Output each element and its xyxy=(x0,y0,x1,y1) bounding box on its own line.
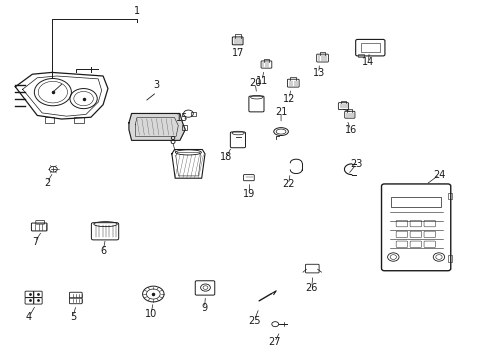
Text: 3: 3 xyxy=(153,80,160,90)
Bar xyxy=(44,117,54,123)
Text: 24: 24 xyxy=(432,170,445,180)
Text: 26: 26 xyxy=(305,283,317,293)
Text: 20: 20 xyxy=(248,78,261,88)
Bar xyxy=(447,193,451,199)
Text: 7: 7 xyxy=(32,237,38,247)
Text: 27: 27 xyxy=(268,337,281,347)
Text: 18: 18 xyxy=(220,152,232,162)
Text: 2: 2 xyxy=(44,177,50,188)
Text: 12: 12 xyxy=(283,94,295,104)
Text: 25: 25 xyxy=(247,316,260,325)
Polygon shape xyxy=(129,113,185,140)
Text: 4: 4 xyxy=(26,312,32,322)
Text: 10: 10 xyxy=(144,310,157,319)
Text: 5: 5 xyxy=(70,312,76,322)
Text: 15: 15 xyxy=(176,113,188,123)
Text: 23: 23 xyxy=(350,159,362,169)
Bar xyxy=(357,54,364,57)
Text: 1: 1 xyxy=(134,6,140,16)
Bar xyxy=(181,125,187,130)
Text: 6: 6 xyxy=(100,246,106,256)
Bar xyxy=(390,197,441,207)
Text: 22: 22 xyxy=(282,179,294,189)
Text: 16: 16 xyxy=(344,125,356,135)
Bar xyxy=(360,42,379,52)
Text: 9: 9 xyxy=(201,303,207,313)
Text: 8: 8 xyxy=(169,136,175,146)
Text: 21: 21 xyxy=(274,107,286,117)
Text: 17: 17 xyxy=(231,48,244,58)
Bar xyxy=(191,112,196,116)
Text: 14: 14 xyxy=(362,57,374,67)
Text: 19: 19 xyxy=(243,189,255,199)
Bar xyxy=(74,117,83,123)
Text: 13: 13 xyxy=(312,68,324,78)
Text: 11: 11 xyxy=(255,76,267,86)
Bar xyxy=(447,255,451,262)
